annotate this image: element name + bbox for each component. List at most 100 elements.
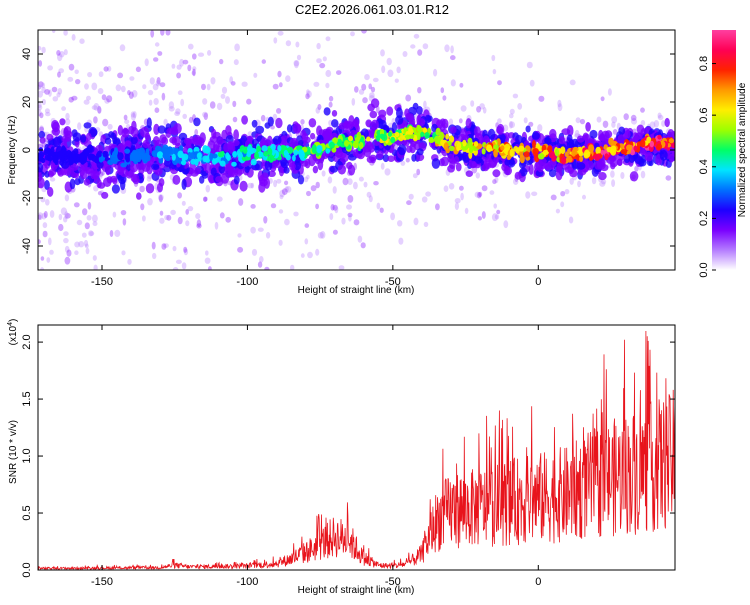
spectrogram-cell [38, 0, 44, 4]
spectrogram-cell [205, 145, 210, 154]
spectrogram-cell [196, 223, 202, 229]
spectrogram-cell [38, 85, 41, 91]
spectrogram-cell [237, 153, 243, 159]
spectrogram-cell [303, 176, 309, 183]
spectrogram-cell [206, 83, 211, 91]
spectrogram-cell [38, 60, 43, 67]
spectrogram-cell [57, 150, 63, 158]
spectrogram-cell [59, 130, 64, 137]
spectrogram-cell [38, 45, 42, 51]
spectrogram-cell [478, 191, 483, 198]
spectrogram-cell [77, 303, 82, 308]
spectrogram-cell [174, 111, 181, 116]
spectrogram-cell [45, 289, 49, 295]
spectrogram-cell [634, 165, 639, 172]
spectrogram-cell [166, 127, 175, 135]
spectrogram-cell [564, 189, 570, 195]
spectrogram-cell [281, 188, 288, 196]
spectrogram-cell [97, 107, 102, 114]
spectrogram-cell [38, 212, 44, 220]
spectrogram-cell [306, 90, 312, 98]
spectrogram-ylabel: Frequency (Hz) [7, 116, 18, 185]
spectrogram-cell [232, 100, 237, 108]
snr-series-line [38, 330, 675, 570]
snr-panel: -150 -100 -50 0 0.0 0.5 1.0 1.5 2.0 Height of s… [7, 319, 676, 596]
figure-title: C2E2.2026.061.03.01.R12 [295, 2, 449, 17]
spectrogram-cell [147, 13, 153, 19]
spectrogram-cell [211, 128, 217, 139]
spectrogram-cell [460, 105, 467, 112]
spectrogram-cell [213, 141, 220, 150]
spectrogram-cell [250, 158, 257, 166]
spectrogram-cell [130, 113, 136, 121]
spectrogram-cell [423, 100, 427, 109]
snr-xlabel: Height of straight line (km) [298, 585, 415, 596]
spectrogram-cell [156, 151, 164, 159]
spectrogram-cell [402, 51, 408, 57]
spectrogram-cell [387, 155, 395, 162]
spectrogram-cell [354, 141, 359, 149]
spectrogram-cell [481, 185, 488, 192]
spectrogram-cell [433, 68, 438, 77]
spectrogram-cell [74, 241, 80, 248]
spectrogram-cell [45, 199, 50, 206]
spectrogram-cell [125, 157, 130, 163]
spectrogram-cell [161, 92, 166, 101]
spectrogram-cell [493, 144, 499, 150]
spectrogram-cell [372, 77, 379, 83]
spectrogram-cell [293, 60, 300, 67]
spectrogram-cell [172, 267, 179, 270]
spectrogram-cell [558, 136, 566, 145]
spectrogram-cell [513, 178, 519, 185]
spectrogram-cell [257, 227, 264, 232]
spectrogram-cell [278, 166, 285, 177]
snr-ytick-label: 0.5 [21, 505, 33, 520]
spectrogram-cell [313, 81, 320, 87]
spectrogram-cell [334, 206, 339, 214]
spectrogram-cell [140, 127, 149, 138]
spectrogram-cell [54, 307, 60, 313]
spectrogram-ytick-label: 0 [21, 147, 33, 153]
spectrogram-cell [68, 156, 74, 166]
spectrogram-cell [59, 302, 64, 307]
spectrogram-cell [185, 220, 190, 227]
spectrogram-cell [263, 216, 268, 224]
spectrogram-cell [293, 160, 302, 171]
spectrogram-cell [145, 270, 150, 275]
spectrogram-cell [474, 191, 481, 198]
spectrogram-cell [585, 122, 591, 132]
spectrogram-cell [63, 237, 69, 244]
spectrogram-cell [376, 202, 381, 210]
spectrogram-cell [41, 98, 46, 106]
spectrogram-cell [295, 41, 300, 48]
spectrogram-cell [229, 76, 234, 84]
spectrogram-cell [51, 127, 61, 136]
spectrogram-cell [287, 146, 294, 154]
spectrogram-cell [152, 83, 159, 91]
spectrogram-cell [316, 125, 323, 137]
spectrogram-cell [107, 123, 113, 130]
spectrogram-cell [601, 179, 607, 185]
spectrogram-cell [280, 159, 289, 169]
spectrogram-cell [93, 116, 98, 124]
spectrogram-cell [443, 185, 449, 192]
spectrogram-cell [83, 99, 90, 105]
snr-xtick-label: -150 [91, 576, 113, 588]
spectrogram-cell [93, 264, 98, 270]
spectrogram-cell [250, 226, 256, 234]
spectrogram-cell [668, 138, 675, 144]
spectrogram-cell [599, 181, 606, 187]
spectrogram-cell [58, 68, 64, 74]
spectrogram-cell [285, 40, 292, 47]
spectrogram-cell [162, 152, 169, 160]
spectrogram-cell [97, 105, 102, 114]
spectrogram-cell [208, 266, 212, 270]
spectrogram-cell [193, 146, 200, 153]
spectrogram-cell [161, 243, 167, 250]
spectrogram-cell [283, 149, 289, 157]
spectrogram-cell [188, 43, 194, 50]
spectrogram-cell [39, 126, 44, 132]
spectrogram-cell [474, 126, 481, 137]
spectrogram-cell [604, 130, 613, 139]
spectrogram-cell [87, 72, 93, 78]
